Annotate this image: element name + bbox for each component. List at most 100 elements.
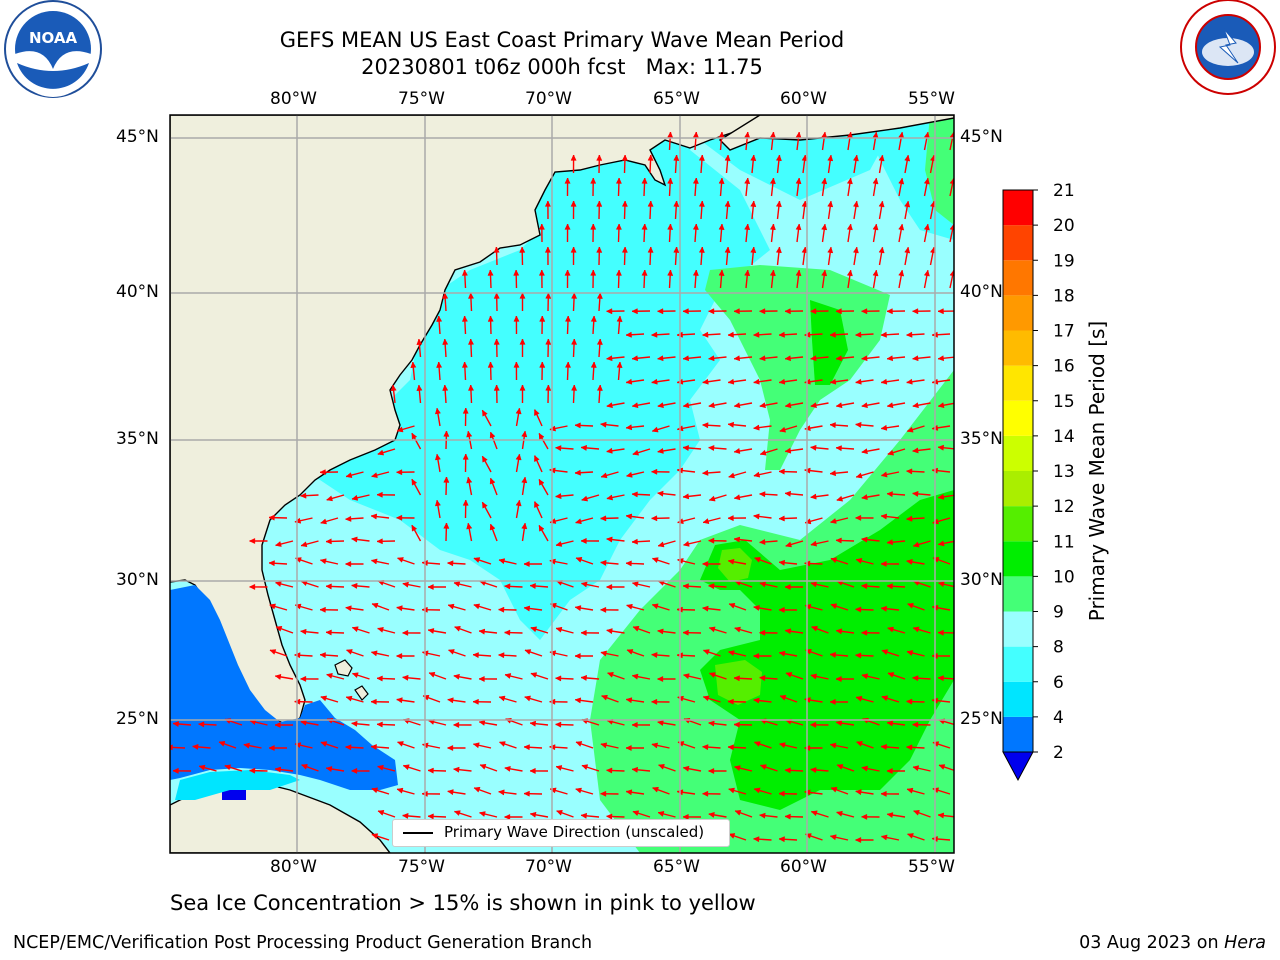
colorbar-bin (1003, 611, 1033, 647)
wave-direction-arrowhead (775, 154, 782, 162)
wave-direction-arrowhead (904, 246, 911, 254)
wave-direction-arrowhead (581, 764, 589, 771)
wave-direction-arrowhead (515, 499, 522, 507)
wave-direction-arrowhead (621, 246, 628, 253)
wave-direction-arrowhead (880, 834, 888, 841)
wave-direction-arrowhead (616, 361, 623, 368)
wave-direction-arrowhead (758, 308, 766, 315)
wave-direction-arrowhead (708, 355, 715, 362)
wave-direction-arrowhead (878, 154, 885, 162)
wave-direction-arrowhead (453, 673, 460, 680)
wave-direction-arrowhead (809, 308, 817, 315)
colorbar-bin (1003, 225, 1033, 261)
wave-direction-arrowhead (606, 536, 613, 543)
wave-direction-arrowhead (427, 584, 434, 590)
wave-direction-arrowhead (299, 675, 307, 682)
wave-direction-arrowhead (702, 518, 710, 525)
wave-direction-arrowhead (778, 650, 786, 657)
wave-direction-arrowhead (497, 652, 505, 659)
wave-direction-arrowhead (564, 315, 571, 322)
wave-direction-arrowhead (718, 269, 725, 276)
lat-tick-left: 45°N (116, 127, 159, 147)
wave-direction-arrowhead (269, 603, 276, 610)
wave-direction-arrowhead (269, 649, 277, 655)
wave-direction-arrowhead (835, 537, 842, 544)
wave-direction-arrowhead (778, 790, 785, 797)
wave-direction-arrowhead (274, 673, 282, 680)
wave-direction-arrowhead (912, 402, 919, 409)
wave-direction-arrowhead (606, 447, 613, 454)
colorbar-tick-label: 20 (1053, 216, 1075, 236)
wave-direction-arrowhead (345, 472, 353, 479)
period-zone-11-12-b (715, 660, 762, 705)
wave-direction-arrowhead (784, 628, 792, 635)
map-frame (169, 114, 955, 854)
wave-direction-arrowhead (727, 650, 735, 657)
wave-direction-arrowhead (625, 331, 632, 338)
wave-direction-arrowhead (468, 338, 475, 345)
wave-direction-arrowhead (647, 246, 654, 253)
wave-direction-arrowhead (752, 653, 760, 659)
wave-direction-arrowhead (472, 698, 479, 705)
wave-direction-arrowhead (708, 672, 716, 678)
wave-direction-arrowhead (299, 492, 307, 499)
wave-direction-arrowhead (461, 361, 468, 368)
wave-direction-arrowhead (854, 514, 862, 521)
wave-direction-arrowhead (854, 652, 862, 659)
wave-direction-arrowhead (534, 501, 540, 508)
wave-direction-arrowhead (390, 384, 397, 392)
wave-direction-arrowhead (434, 453, 441, 461)
wave-direction-arrowhead (657, 764, 665, 770)
wave-direction-arrowhead (571, 384, 578, 391)
wave-direction-arrowhead (402, 581, 409, 588)
wave-direction-arrowhead (886, 355, 893, 362)
wave-direction-arrowhead (701, 469, 709, 476)
wave-direction-arrowhead (759, 812, 766, 819)
wave-direction-arrowhead (590, 177, 597, 184)
wave-direction-arrowhead (734, 810, 742, 816)
wave-direction-arrowhead (956, 201, 961, 207)
wave-direction-arrowhead (912, 490, 919, 497)
wave-direction-arrowhead (912, 355, 919, 362)
lon-tick-top: 75°W (398, 89, 445, 109)
lon-tick-top: 80°W (270, 89, 317, 109)
wave-direction-arrowhead (274, 766, 282, 773)
wave-direction-arrowhead (758, 629, 766, 636)
wave-direction-arrowhead (852, 154, 859, 162)
colorbar-bin (1003, 646, 1033, 682)
wave-direction-arrowhead (778, 836, 785, 843)
wave-direction-arrowhead (473, 603, 481, 610)
wave-direction-arrowhead (434, 499, 441, 507)
wave-direction-arrowhead (880, 378, 888, 385)
wave-direction-arrowhead (821, 177, 828, 185)
colorbar-bin (1003, 330, 1033, 366)
wave-direction-arrowhead (320, 518, 327, 525)
wave-direction-arrowhead (821, 223, 828, 231)
wave-direction-arrowhead (344, 744, 352, 751)
wave-direction-arrowhead (682, 540, 690, 547)
wave-direction-arrowhead (345, 605, 352, 612)
wave-direction-arrowhead (906, 558, 913, 565)
wave-direction-arrowhead (906, 426, 914, 433)
wave-direction-arrowhead (396, 426, 404, 433)
wave-direction-arrowhead (759, 581, 767, 588)
wave-direction-arrowhead (829, 651, 836, 658)
wave-direction-arrowhead (728, 833, 736, 839)
colorbar-bin (1003, 681, 1033, 717)
wave-direction-arrowhead (673, 200, 680, 207)
wave-direction-arrowhead (402, 764, 410, 771)
wave-direction-arrowhead (733, 308, 740, 315)
wave-direction-arrowhead (733, 765, 741, 772)
wave-direction-arrowhead (861, 536, 868, 543)
wave-direction-arrowhead (599, 515, 607, 522)
wave-direction-arrowhead (657, 541, 665, 548)
wave-direction-arrowhead (923, 269, 930, 277)
wave-direction-arrowhead (473, 786, 481, 793)
wave-direction-arrowhead (682, 765, 690, 772)
wave-direction-arrowhead (682, 308, 689, 315)
wave-direction-arrowhead (956, 247, 961, 253)
wave-direction-arrowhead (466, 430, 473, 438)
wave-direction-arrowhead (497, 606, 505, 613)
colorbar-tick-label: 17 (1053, 322, 1075, 342)
wave-direction-arrowhead (698, 246, 705, 253)
